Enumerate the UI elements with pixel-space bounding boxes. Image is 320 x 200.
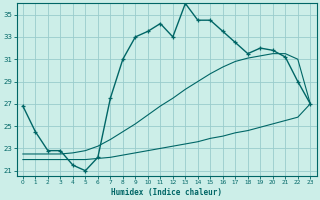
X-axis label: Humidex (Indice chaleur): Humidex (Indice chaleur)	[111, 188, 222, 197]
